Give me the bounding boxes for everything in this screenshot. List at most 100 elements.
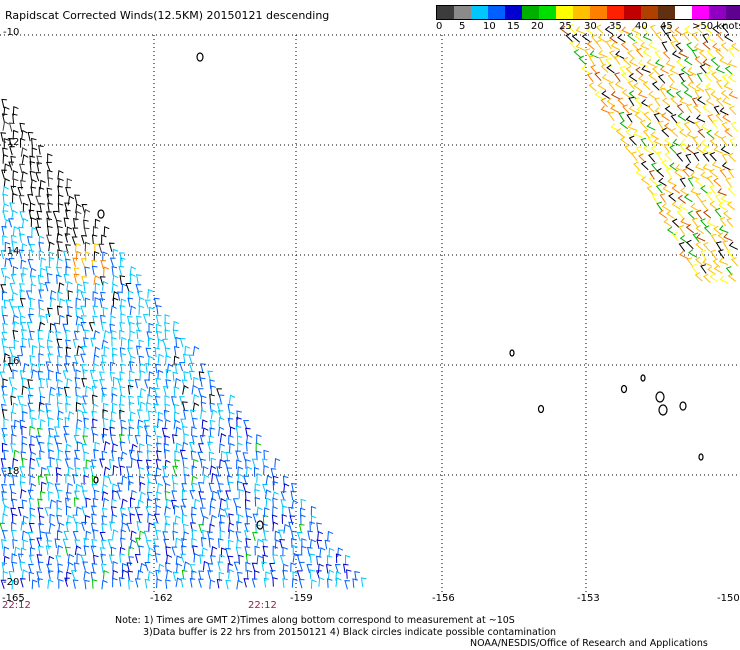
wind-barb: [208, 482, 215, 493]
wind-barb: [21, 530, 29, 541]
wind-barb: [191, 435, 198, 445]
wind-barb: [683, 193, 693, 203]
wind-barb: [255, 523, 261, 534]
wind-barb: [56, 338, 63, 348]
wind-barb: [608, 50, 617, 60]
wind-barb: [628, 73, 638, 82]
wind-barb: [316, 570, 322, 580]
wind-barb: [165, 569, 173, 579]
wind-barb: [57, 169, 64, 180]
wind-barb: [309, 521, 315, 532]
wind-barb: [179, 337, 186, 348]
wind-barb: [94, 243, 100, 253]
wind-barb: [198, 371, 205, 381]
wind-barb: [11, 291, 18, 302]
wind-barb: [264, 507, 270, 518]
wind-barb: [53, 435, 60, 445]
wind-barb: [318, 576, 325, 587]
wind-barb: [38, 353, 44, 363]
wind-barb: [600, 97, 608, 108]
wind-barb: [142, 314, 149, 324]
wind-barb: [130, 355, 136, 366]
wind-barb: [56, 514, 62, 525]
wind-barb: [633, 161, 641, 171]
wind-barb: [110, 546, 117, 557]
wind-barb: [10, 425, 17, 435]
wind-barb: [573, 49, 582, 59]
wind-barb: [226, 498, 232, 508]
wind-barb: [44, 507, 51, 517]
wind-barb: [64, 577, 70, 587]
legend-label: 0: [436, 21, 443, 32]
wind-barb: [39, 531, 46, 541]
wind-barb: [48, 491, 54, 501]
wind-barb: [49, 386, 56, 397]
wind-barb: [617, 97, 626, 107]
wind-barb: [586, 40, 595, 50]
wind-barb: [601, 73, 611, 83]
wind-barb: [236, 571, 243, 582]
wind-barb: [31, 147, 38, 158]
wind-barb: [236, 521, 242, 531]
wind-barb: [182, 385, 189, 395]
wind-barb: [81, 203, 88, 214]
wind-barb: [100, 259, 107, 270]
wind-barb: [702, 145, 713, 154]
wind-barb: [183, 561, 191, 571]
wind-barb: [352, 578, 359, 588]
wind-barb: [686, 130, 696, 139]
wind-barb: [74, 194, 80, 204]
wind-barb: [254, 496, 261, 507]
wind-barb: [670, 96, 679, 106]
wind-barb: [191, 506, 197, 517]
wind-barb: [628, 90, 637, 100]
wind-barb: [173, 419, 181, 430]
wind-barb: [47, 570, 54, 580]
wind-barb: [138, 545, 144, 555]
wind-barb: [272, 521, 279, 532]
wind-barb: [57, 249, 63, 259]
wind-barb: [633, 129, 643, 138]
wind-barb: [190, 450, 197, 461]
wind-barb: [10, 491, 17, 502]
wind-barb: [2, 513, 8, 524]
wind-barb: [1, 331, 8, 342]
wind-barb: [173, 320, 179, 331]
wind-barb: [164, 329, 171, 339]
wind-barb: [120, 419, 126, 430]
wind-barb: [147, 513, 154, 523]
wind-barb: [649, 24, 657, 35]
wind-barb: [242, 452, 249, 462]
wind-barb: [31, 226, 37, 237]
wind-barb: [265, 497, 272, 508]
wind-barb: [119, 394, 126, 405]
wind-barb: [207, 563, 214, 573]
wind-barb: [92, 403, 99, 414]
wind-barb: [226, 451, 232, 462]
wind-barb: [83, 537, 90, 548]
wind-barb: [199, 554, 205, 564]
wind-barb: [66, 482, 73, 493]
wind-barb: [656, 151, 663, 161]
wind-barb: [643, 111, 652, 121]
wind-barb: [181, 401, 188, 411]
wind-barb: [67, 466, 74, 477]
wind-barb: [58, 298, 66, 308]
wind-barb: [64, 202, 70, 212]
wind-barb: [227, 417, 234, 428]
wind-barb: [119, 275, 126, 285]
wind-barb: [100, 321, 107, 332]
wind-barb: [92, 226, 99, 236]
wind-barb: [218, 554, 225, 564]
wind-barb: [111, 386, 117, 397]
wind-barb: [3, 353, 10, 363]
wind-barb: [90, 465, 96, 476]
wind-barb: [12, 170, 19, 180]
wind-barb: [49, 499, 57, 510]
wind-barb: [244, 530, 250, 540]
islands: [93, 52, 704, 530]
wind-barb: [209, 555, 216, 565]
wind-barb: [153, 545, 160, 555]
wind-barb: [138, 296, 145, 307]
wind-barb: [76, 409, 83, 419]
